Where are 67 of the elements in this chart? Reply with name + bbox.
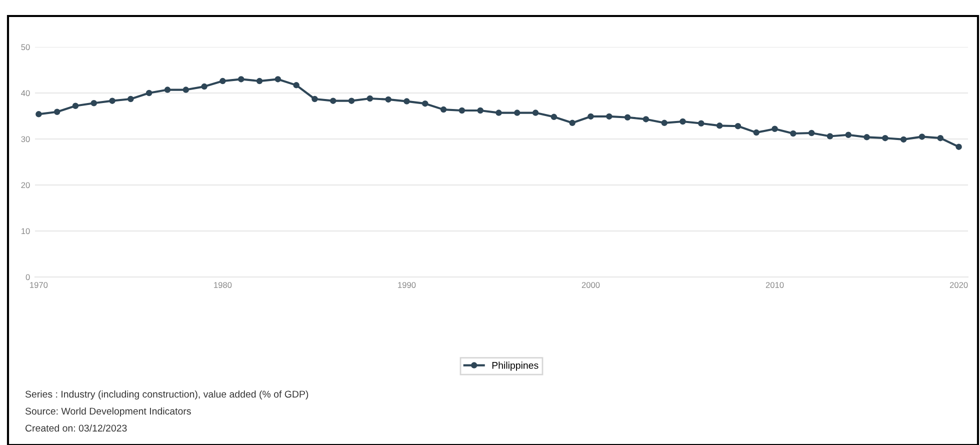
x-tick-label: 1970	[30, 282, 48, 288]
point	[496, 110, 502, 116]
point	[256, 78, 263, 84]
y-tick-label: 20	[21, 182, 30, 188]
point	[330, 98, 336, 104]
point	[514, 110, 520, 116]
point	[366, 95, 374, 102]
point	[312, 96, 318, 102]
x-tick-label: 1980	[214, 282, 232, 288]
x-tick-label: 2010	[766, 282, 784, 288]
y-tick-label: 50	[21, 44, 30, 50]
x-tick-label: 2020	[950, 282, 968, 288]
x-tick-label: 1990	[398, 282, 416, 288]
point	[826, 133, 834, 140]
point	[72, 102, 79, 110]
point	[201, 83, 208, 90]
point	[845, 132, 852, 138]
point	[716, 122, 723, 129]
point	[404, 98, 410, 104]
point	[440, 106, 447, 113]
y-tick-label: 40	[21, 90, 30, 96]
point	[238, 76, 244, 82]
point	[864, 134, 870, 140]
point	[182, 86, 190, 93]
point	[550, 114, 558, 120]
point	[790, 130, 796, 137]
point	[477, 107, 484, 114]
point	[588, 113, 594, 120]
point	[532, 110, 539, 116]
y-tick-label: 30	[21, 136, 30, 142]
point	[918, 134, 926, 140]
point	[680, 118, 686, 125]
point	[54, 108, 60, 115]
point	[146, 90, 152, 96]
point	[734, 122, 742, 130]
text: Created on: 03/12/2023	[25, 424, 127, 432]
point	[772, 126, 778, 132]
point	[90, 100, 98, 106]
point	[274, 76, 282, 82]
point	[422, 100, 428, 107]
point	[624, 114, 631, 121]
point	[569, 120, 576, 126]
point	[220, 78, 226, 84]
point	[661, 120, 668, 126]
point	[882, 134, 888, 142]
point	[808, 130, 815, 136]
point	[753, 129, 760, 136]
point	[458, 107, 466, 114]
point	[900, 136, 907, 143]
point	[385, 96, 392, 103]
point	[128, 96, 134, 102]
point	[956, 144, 962, 150]
point	[642, 116, 650, 122]
y-tick-label: 0	[26, 274, 30, 280]
point	[36, 111, 42, 118]
point	[109, 98, 116, 104]
point	[698, 120, 704, 126]
point	[606, 113, 612, 120]
text: Series : Industry (including construction), value added (% of GDP)	[25, 390, 308, 400]
point	[348, 98, 355, 104]
point	[937, 134, 944, 142]
x-tick-label: 2000	[582, 282, 600, 288]
legend-label: Philippines	[492, 362, 538, 371]
point	[293, 82, 300, 88]
y-tick-label: 10	[22, 228, 30, 234]
source-note: Source: World Development Indicators	[25, 407, 191, 417]
point	[164, 86, 171, 93]
